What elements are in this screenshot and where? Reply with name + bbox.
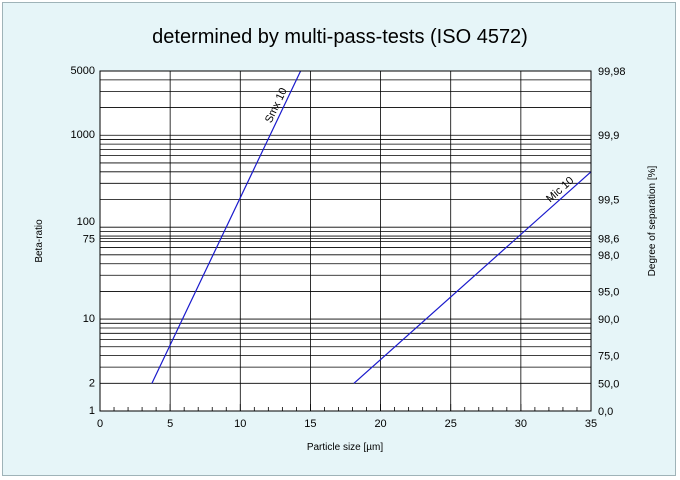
series-line-1 bbox=[151, 70, 302, 384]
x-tick-label: 0 bbox=[97, 418, 103, 430]
y-tick-label: 1000 bbox=[71, 129, 95, 141]
x-tick-label: 30 bbox=[515, 418, 527, 430]
series-line-2 bbox=[353, 171, 592, 384]
plot-frame bbox=[99, 70, 592, 412]
x-tick-label: 10 bbox=[234, 418, 246, 430]
y-tick-label: 5000 bbox=[71, 65, 95, 77]
x-tick-label: 35 bbox=[585, 418, 597, 430]
y2-tick-label: 98,6 bbox=[598, 234, 619, 246]
y2-tick-label: 99,9 bbox=[598, 130, 619, 142]
x-axis: 0 5 10 15 20 25 30 35 bbox=[97, 404, 597, 430]
y2-tick-label: 99,5 bbox=[598, 194, 619, 206]
y-axis: 1 2 10 75 100 1000 5000 bbox=[71, 65, 95, 417]
y-tick-label: 10 bbox=[83, 313, 95, 325]
y-tick-label: 100 bbox=[77, 216, 95, 228]
x-tick-label: 25 bbox=[445, 418, 457, 430]
x-axis-label: Particle size [µm] bbox=[307, 442, 384, 453]
y2-axis: 0,0 50,0 75,0 90,0 95,0 98,0 98,6 99,5 99,9 99,98 bbox=[598, 66, 626, 418]
y-tick-label: 75 bbox=[83, 234, 95, 246]
x-tick-label: 5 bbox=[167, 418, 173, 430]
y-tick-label: 1 bbox=[89, 405, 95, 417]
chart-title: determined by multi-pass-tests (ISO 4572… bbox=[152, 26, 528, 48]
y-tick-label: 2 bbox=[89, 377, 95, 389]
y2-tick-label: 90,0 bbox=[598, 314, 619, 326]
y-axis-label: Beta-ratio bbox=[34, 219, 45, 263]
y2-axis-label: Degree of separation [%] bbox=[647, 165, 658, 276]
y2-tick-label: 95,0 bbox=[598, 286, 619, 298]
x-tick-label: 15 bbox=[304, 418, 316, 430]
y2-tick-label: 99,98 bbox=[598, 66, 626, 78]
x-tick-label: 20 bbox=[374, 418, 386, 430]
y2-tick-label: 75,0 bbox=[598, 351, 619, 363]
y2-tick-label: 98,0 bbox=[598, 250, 619, 262]
y2-tick-label: 50,0 bbox=[598, 378, 619, 390]
plot-area bbox=[100, 71, 591, 411]
y2-tick-label: 0,0 bbox=[598, 406, 613, 418]
